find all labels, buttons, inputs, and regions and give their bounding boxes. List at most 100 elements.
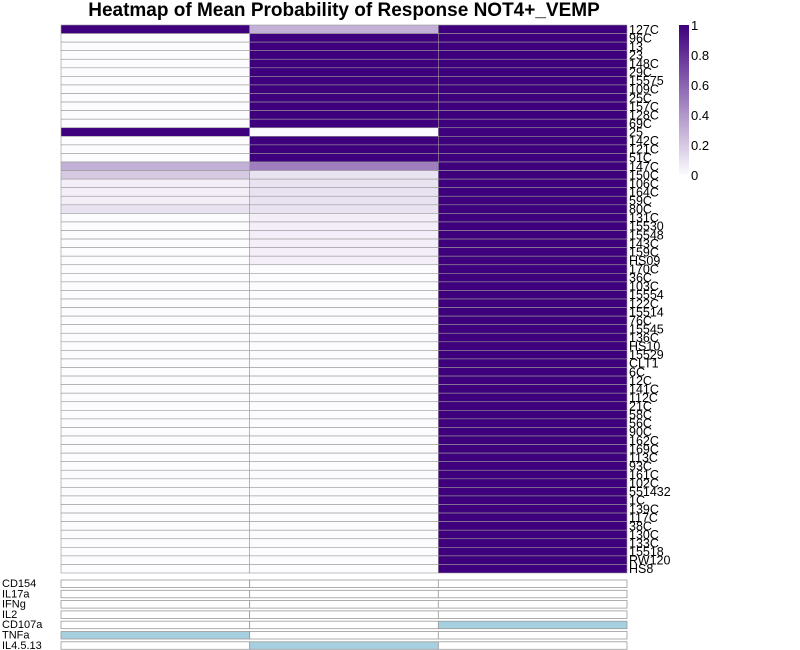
- annotation-cell: [60, 610, 251, 619]
- chart-title: Heatmap of Mean Probability of Response …: [88, 0, 600, 21]
- row-label: 121C: [629, 143, 659, 157]
- row-label: HS8: [629, 562, 653, 576]
- heatmap-cell: [249, 435, 439, 445]
- heatmap-cell: [249, 264, 439, 274]
- row-label: CLT1: [629, 357, 659, 371]
- heatmap-cell: [438, 50, 628, 60]
- heatmap-cell: [438, 290, 628, 300]
- heatmap-cell: [438, 358, 628, 368]
- heatmap-cell: [249, 410, 439, 420]
- heatmap-cell: [438, 41, 628, 51]
- heatmap-cell: [249, 418, 439, 428]
- heatmap-cell: [60, 452, 250, 462]
- heatmap-cell: [60, 41, 250, 51]
- heatmap-cell: [249, 538, 439, 548]
- row-label: 143C: [629, 237, 659, 251]
- legend-tick-label: 0.2: [691, 138, 709, 153]
- heatmap-cell: [60, 24, 250, 34]
- row-label: HS09: [629, 254, 660, 268]
- heatmap-cell: [438, 401, 628, 411]
- heatmap-cell: [438, 512, 628, 522]
- heatmap-cell: [438, 58, 628, 69]
- heatmap-cell: [438, 178, 628, 188]
- heatmap-cell: [60, 444, 250, 454]
- heatmap-cell: [60, 435, 250, 445]
- heatmap-cell: [249, 33, 439, 43]
- heatmap-cell: [249, 469, 439, 480]
- heatmap-cell: [249, 290, 439, 300]
- heatmap-cell: [60, 427, 250, 437]
- heatmap-cell: [438, 273, 628, 283]
- row-label: 23: [629, 48, 643, 62]
- heatmap-cell: [60, 358, 250, 368]
- row-label: 551432: [629, 485, 671, 499]
- heatmap-cell: [60, 84, 250, 94]
- heatmap-cell: [438, 170, 628, 180]
- heatmap-cells: [60, 24, 628, 574]
- row-label: 112C: [629, 391, 658, 405]
- row-label: 161C: [629, 468, 659, 482]
- heatmap-cell: [438, 153, 628, 163]
- heatmap-cell: [438, 307, 628, 317]
- heatmap-cell: [249, 521, 439, 531]
- heatmap-cell: [249, 255, 439, 266]
- annotation-cell: [437, 579, 628, 588]
- annotation-cell: [249, 620, 439, 630]
- row-label: 80C: [629, 203, 652, 217]
- legend-tick-label: 0.8: [691, 48, 709, 63]
- heatmap-cell: [249, 555, 439, 565]
- row-label: 15514: [629, 305, 664, 319]
- heatmap-cell: [249, 195, 439, 206]
- row-label: 29C: [629, 66, 652, 80]
- heatmap-cell: [249, 84, 439, 94]
- annotation-cell: [249, 610, 439, 619]
- heatmap-cell: [249, 324, 439, 334]
- heatmap-cell: [438, 93, 628, 103]
- row-label: 102C: [629, 477, 659, 491]
- heatmap-cell: [438, 315, 628, 325]
- annotation-cell: [249, 579, 439, 588]
- heatmap-cell: [438, 555, 628, 565]
- heatmap-cell: [60, 555, 250, 565]
- heatmap-cell: [249, 504, 439, 514]
- annotation-cell: [60, 579, 251, 588]
- row-label: 38C: [629, 519, 652, 533]
- heatmap-cell: [60, 350, 250, 360]
- row-label: 131C: [629, 211, 659, 225]
- legend-tick-label: 1: [691, 18, 698, 33]
- heatmap-cell: [438, 375, 628, 385]
- row-label: 106C: [629, 177, 659, 191]
- heatmap-cell: [438, 444, 628, 454]
- heatmap-cell: [249, 307, 439, 317]
- annotation-cell: [249, 589, 439, 599]
- heatmap-cell: [60, 170, 250, 180]
- heatmap-cell: [60, 238, 250, 248]
- heatmap-cell: [438, 136, 628, 146]
- heatmap-cell: [249, 24, 439, 34]
- heatmap-cell: [60, 101, 250, 111]
- heatmap-cell: [60, 564, 250, 574]
- row-label: 76C: [629, 314, 652, 328]
- heatmap-cell: [60, 298, 250, 308]
- heatmap-cell: [249, 136, 439, 146]
- row-label: 59C: [629, 194, 652, 208]
- heatmap-cell: [60, 221, 250, 231]
- heatmap-cell: [60, 247, 250, 257]
- row-label: 136C: [629, 331, 659, 345]
- legend-colorbar: [679, 25, 689, 175]
- row-label: 133C: [629, 537, 659, 551]
- heatmap-cell: [60, 153, 250, 163]
- annotation-cell: [249, 641, 439, 650]
- heatmap-cell: [249, 487, 439, 497]
- row-label: 128C: [629, 108, 659, 122]
- legend-tick-label: 0.6: [691, 78, 709, 93]
- row-label: 96C: [629, 31, 652, 45]
- heatmap-cell: [249, 58, 439, 69]
- row-label: 142C: [629, 134, 659, 148]
- row-label: 90C: [629, 425, 652, 439]
- heatmap-cell: [438, 187, 628, 197]
- heatmap-cell: [438, 350, 628, 360]
- heatmap-cell: [438, 67, 628, 77]
- heatmap-cell: [249, 350, 439, 360]
- heatmap-cell: [249, 204, 439, 214]
